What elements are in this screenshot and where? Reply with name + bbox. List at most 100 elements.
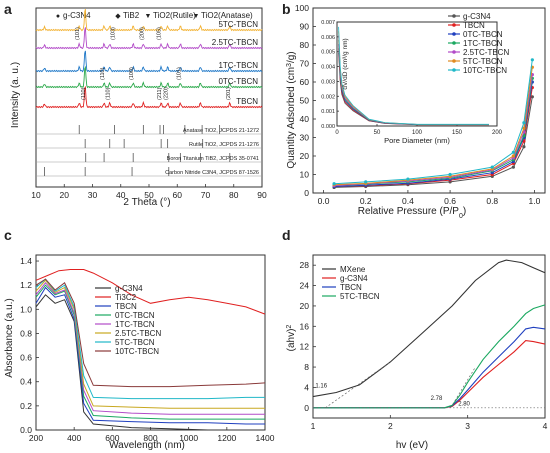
panel-c-letter: c <box>4 227 12 243</box>
c-series-line <box>35 278 266 388</box>
b-series-line <box>334 67 533 186</box>
b-legend-marker <box>452 32 456 36</box>
b-series-line <box>334 81 533 187</box>
b-inset-ylabel: dV/dD (cm³/g nm) <box>342 38 349 89</box>
b-inset-ytick-label: 0.006 <box>321 35 335 41</box>
a-xtick-label: 50 <box>144 190 154 200</box>
b-inset-ytick-label: 0.005 <box>321 50 335 56</box>
panel-b-letter: b <box>282 1 291 17</box>
b-xtick-label: 0.6 <box>444 196 456 206</box>
b-inset-xtick-label: 100 <box>412 130 423 136</box>
c-series-line <box>35 284 265 420</box>
b-legend-label: 0TC-TBCN <box>463 30 503 39</box>
d-frame <box>312 254 546 419</box>
d-xtick-label: 3 <box>465 421 470 431</box>
b-xtick-label: 0.0 <box>318 196 330 206</box>
c-ytick-label: 0.0 <box>20 425 32 435</box>
c-series-line <box>35 269 266 315</box>
b-ytick-label: 10 <box>300 170 310 180</box>
b-series-point <box>530 58 534 62</box>
b-series-point <box>448 172 452 177</box>
b-ytick-label: 90 <box>300 22 310 32</box>
a-xtick-label: 20 <box>60 190 70 200</box>
a-peak-label: (101) <box>75 27 81 40</box>
c-ytick-label: 0.8 <box>20 328 32 338</box>
c-legend-label: g-C3N4 <box>115 284 143 293</box>
c-series-line <box>35 286 265 425</box>
b-series-point <box>522 126 526 130</box>
d-tangent-mxene <box>325 361 391 409</box>
c-legend-label: TBCN <box>115 302 137 311</box>
b-inset-ytick-label: 0.003 <box>321 79 335 85</box>
b-legend-marker <box>452 50 456 54</box>
a-peak-label: (103) <box>111 27 117 40</box>
a-xtick-label: 70 <box>201 190 211 200</box>
c-xlabel: Wavelength (nm) <box>109 440 185 451</box>
a-legend-marker: ● <box>56 13 60 20</box>
c-legend-label: Ti3C2 <box>115 293 137 302</box>
c-legend-label: 0TC-TBCN <box>115 311 155 320</box>
a-legend-label: g-C3N4 <box>63 11 91 20</box>
d-legend-label: MXene <box>340 265 366 274</box>
a-legend-marker: ◆ <box>115 13 121 20</box>
d-ytick-label: 16 <box>300 321 310 331</box>
b-ytick-label: 30 <box>300 133 310 143</box>
b-inset-xlabel: Pore Diameter (nm) <box>384 136 450 145</box>
panel-d-letter: d <box>282 227 291 243</box>
d-series-line <box>313 326 546 409</box>
b-series-point <box>522 121 526 125</box>
b-inset-ytick-label: 0.004 <box>321 65 335 71</box>
c-xtick-label: 600 <box>105 433 119 443</box>
a-xtick-label: 10 <box>31 190 41 200</box>
d-ytick-label: 20 <box>300 301 310 311</box>
a-series-line <box>35 27 263 50</box>
d-ytick-label: 8 <box>304 362 309 372</box>
d-annotation: 2.80 <box>458 401 470 407</box>
c-xtick-label: 1200 <box>217 433 236 443</box>
c-ytick-label: 1.2 <box>20 280 32 290</box>
b-xtick-label: 0.8 <box>486 196 498 206</box>
b-xtick-label: 0.4 <box>402 196 414 206</box>
d-legend-label: TBCN <box>340 283 362 292</box>
b-series-point <box>332 182 336 186</box>
a-ref-label: Carbon Nitride C3N4, JCPDS 87-1526 <box>165 170 259 176</box>
d-ytick-label: 24 <box>300 281 310 291</box>
a-xtick-label: 30 <box>88 190 98 200</box>
panel-a-letter: a <box>4 1 12 17</box>
d-annotation: 1.16 <box>315 383 327 389</box>
a-series-line <box>35 85 263 109</box>
b-ytick-label: 100 <box>295 3 309 13</box>
b-inset-xtick-label: 200 <box>492 130 503 136</box>
b-ytick-label: 20 <box>300 151 310 161</box>
b-series-point <box>490 165 494 169</box>
a-peak-label: (110) <box>81 87 87 100</box>
b-ytick-label: 0 <box>304 188 309 198</box>
b-ytick-label: 60 <box>300 77 310 87</box>
b-legend-label: 2.5TC-TBCN <box>463 48 509 57</box>
d-xtick-label: 2 <box>388 421 393 431</box>
c-series-line <box>35 294 265 431</box>
a-legend-marker: ▼ <box>193 13 200 20</box>
a-ref-label: Boron Titanium TiB2, JCPDS 35-0741 <box>167 156 259 162</box>
b-inset-xtick-label: 150 <box>452 130 463 136</box>
b-series-point <box>511 165 515 169</box>
a-xlabel: 2 Theta (°) <box>123 197 170 208</box>
b-inset-line <box>338 26 489 125</box>
b-legend-label: g-C3N4 <box>463 12 491 21</box>
a-series-line <box>35 50 263 73</box>
c-legend-label: 1TC-TBCN <box>115 320 155 329</box>
b-series-line <box>334 96 533 188</box>
b-legend-marker <box>452 41 456 45</box>
b-legend-marker <box>452 68 456 72</box>
c-series-line <box>35 279 265 409</box>
d-xtick-label: 1 <box>311 421 316 431</box>
b-xtick-label: 1.0 <box>529 196 541 206</box>
c-ylabel: Absorbance (a.u.) <box>4 298 15 378</box>
c-series-line <box>35 278 265 400</box>
a-series-line <box>35 65 263 89</box>
b-ytick-label: 80 <box>300 40 310 50</box>
b-inset-ytick-label: 0.001 <box>321 109 335 115</box>
b-legend-label: 1TC-TBCN <box>463 39 503 48</box>
b-series-point <box>522 145 526 149</box>
b-legend-marker <box>452 14 456 18</box>
